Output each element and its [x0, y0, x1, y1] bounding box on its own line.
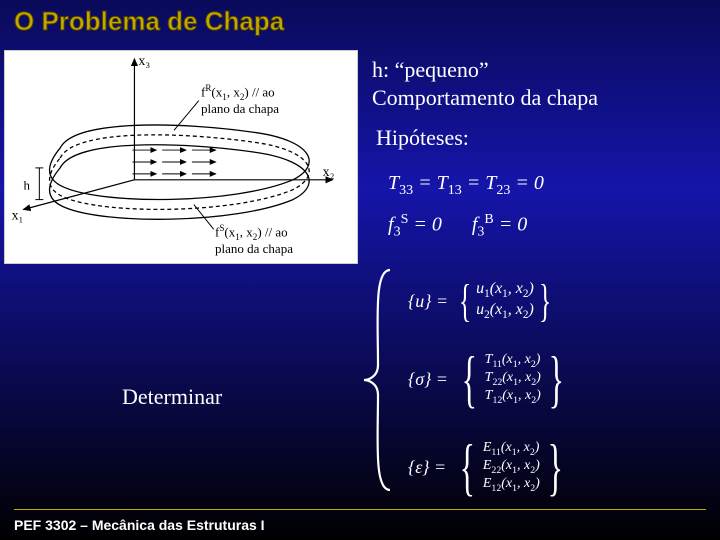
- det-sigma-block: {σ} = { T11(x1, x2) T22(x1, x2) T12(x1, …: [408, 352, 708, 406]
- axis-x2-label: x₂: [323, 164, 335, 179]
- footer-divider: [14, 509, 706, 510]
- axis-x1-label: x₁: [12, 207, 24, 222]
- page-title: O Problema de Chapa: [14, 6, 284, 37]
- hypothesis-equations: T33 = T13 = T23 = 0 f3S = 0 f3B = 0: [388, 170, 708, 242]
- footer-text: PEF 3302 – Mecânica das Estruturas I: [14, 517, 265, 533]
- det-u-block: {u} = { u1(x1, x2) u2(x1, x2) }: [408, 280, 708, 322]
- line-comportamento: Comportamento da chapa: [372, 84, 712, 112]
- h-label: h: [23, 179, 30, 193]
- big-brace-icon: [360, 265, 400, 495]
- epsilon-stack: E11(x1, x2) E22(x1, x2) E12(x1, x2): [483, 440, 540, 494]
- fr-annotation: fR(x1, x2) // aoplano da chapa: [201, 83, 279, 117]
- eq-force-zero: f3S = 0 f3B = 0: [388, 211, 708, 243]
- plate-diagram: x₃ x₂ x₁ h fR(x1, x2) // aopl: [4, 50, 358, 264]
- eq-stress-zero: T33 = T13 = T23 = 0: [388, 170, 708, 201]
- sigma-stack: T11(x1, x2) T22(x1, x2) T12(x1, x2): [485, 352, 541, 406]
- u-stack: u1(x1, x2) u2(x1, x2): [476, 280, 534, 322]
- axis-x3-label: x₃: [138, 53, 150, 68]
- det-epsilon-block: {ε} = { E11(x1, x2) E22(x1, x2) E12(x1, …: [408, 440, 708, 494]
- line-h-pequeno: h: “pequeno”: [372, 56, 712, 84]
- sigma-label: {σ} =: [408, 369, 448, 390]
- fs-annotation: fS(x1, x2) // aoplano da chapa: [215, 223, 293, 257]
- determinar-label: Determinar: [122, 384, 222, 410]
- epsilon-label: {ε} =: [408, 457, 446, 478]
- u-label: {u} =: [408, 291, 448, 312]
- right-text-block: h: “pequeno” Comportamento da chapa Hipó…: [372, 56, 712, 152]
- line-hipoteses: Hipóteses:: [376, 124, 712, 152]
